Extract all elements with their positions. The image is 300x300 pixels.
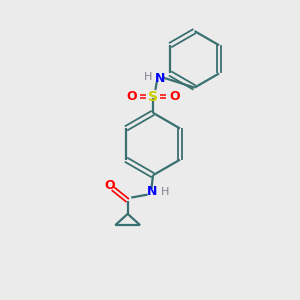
- Text: O: O: [126, 90, 137, 103]
- Text: H: H: [144, 72, 152, 82]
- Text: N: N: [147, 185, 158, 198]
- Text: O: O: [105, 179, 115, 192]
- Text: S: S: [148, 89, 158, 103]
- Text: H: H: [161, 187, 169, 196]
- Text: N: N: [154, 72, 165, 85]
- Text: O: O: [169, 90, 180, 103]
